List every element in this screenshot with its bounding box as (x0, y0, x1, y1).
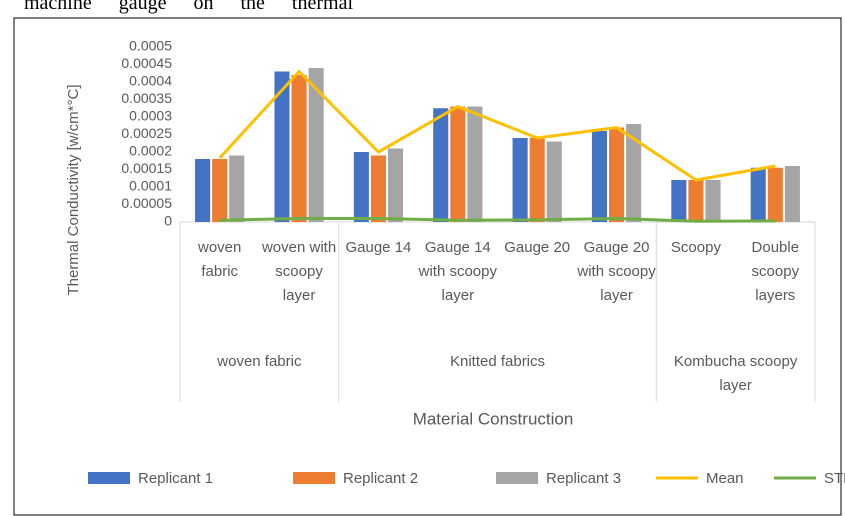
x-tick-label: Scoopy (670, 239, 721, 256)
group-label: Kombucha scoopy layer (673, 353, 798, 394)
bar (767, 167, 783, 222)
header-text: machine gauge on the thermal (24, 0, 354, 14)
x-axis-title: Material Construction (413, 409, 574, 428)
bar (626, 124, 642, 222)
chart-border (13, 17, 842, 516)
bar (671, 180, 687, 222)
x-tick-label: Gauge 20 with scoopy layer (577, 239, 656, 304)
y-tick-label: 0.00005 (121, 195, 172, 211)
bar (274, 71, 290, 222)
x-tick-label: woven fabric (198, 239, 242, 280)
x-tick-label: Double scoopy layers (751, 239, 800, 304)
legend-swatch (293, 472, 335, 484)
x-tick-label: Gauge 14 (345, 239, 412, 256)
bar (750, 167, 766, 222)
y-tick-label: 0.00045 (121, 55, 172, 71)
bar (195, 159, 211, 222)
bar (784, 166, 800, 222)
bar (609, 127, 625, 222)
bar (433, 108, 449, 222)
bar (308, 68, 324, 222)
bar (450, 106, 466, 222)
y-tick-label: 0.0003 (129, 108, 172, 124)
bar (291, 75, 307, 222)
bar (370, 155, 386, 222)
legend-swatch (496, 472, 538, 484)
y-tick-label: 0.00015 (121, 160, 172, 176)
y-axis-title: Thermal Conductivity [w/cm*°C] (65, 84, 82, 295)
y-tick-label: 0.0004 (129, 73, 172, 89)
x-tick-label: Gauge 20 (504, 239, 571, 256)
legend-label: Replicant 2 (343, 470, 418, 487)
y-tick-label: 0.0002 (129, 143, 172, 159)
bar (387, 148, 404, 222)
bar (546, 141, 562, 222)
bar (229, 155, 245, 222)
legend-label: STDEV (824, 470, 845, 487)
y-tick-label: 0.00025 (121, 125, 172, 141)
legend-label: Replicant 3 (546, 470, 621, 487)
legend-swatch (88, 472, 130, 484)
legend-label: Replicant 1 (138, 470, 213, 487)
y-tick-label: 0.0005 (129, 38, 172, 54)
bar (212, 159, 228, 222)
legend-label: Mean (706, 470, 744, 487)
y-tick-label: 0 (164, 213, 172, 229)
bar (688, 180, 704, 222)
y-tick-label: 0.0001 (129, 178, 172, 194)
bar (529, 138, 545, 222)
bar (705, 180, 721, 222)
bar (512, 138, 528, 222)
bar (467, 106, 483, 222)
x-tick-label: Gauge 14 with scoopy layer (418, 239, 497, 304)
x-tick-label: woven with scoopy layer (261, 239, 337, 304)
y-tick-label: 0.00035 (121, 90, 172, 106)
group-label: woven fabric (217, 353, 302, 370)
line-series (218, 69, 776, 182)
group-label: Knitted fabrics (449, 353, 546, 370)
bar (591, 131, 608, 222)
bar (353, 152, 369, 222)
line-series (219, 216, 776, 223)
